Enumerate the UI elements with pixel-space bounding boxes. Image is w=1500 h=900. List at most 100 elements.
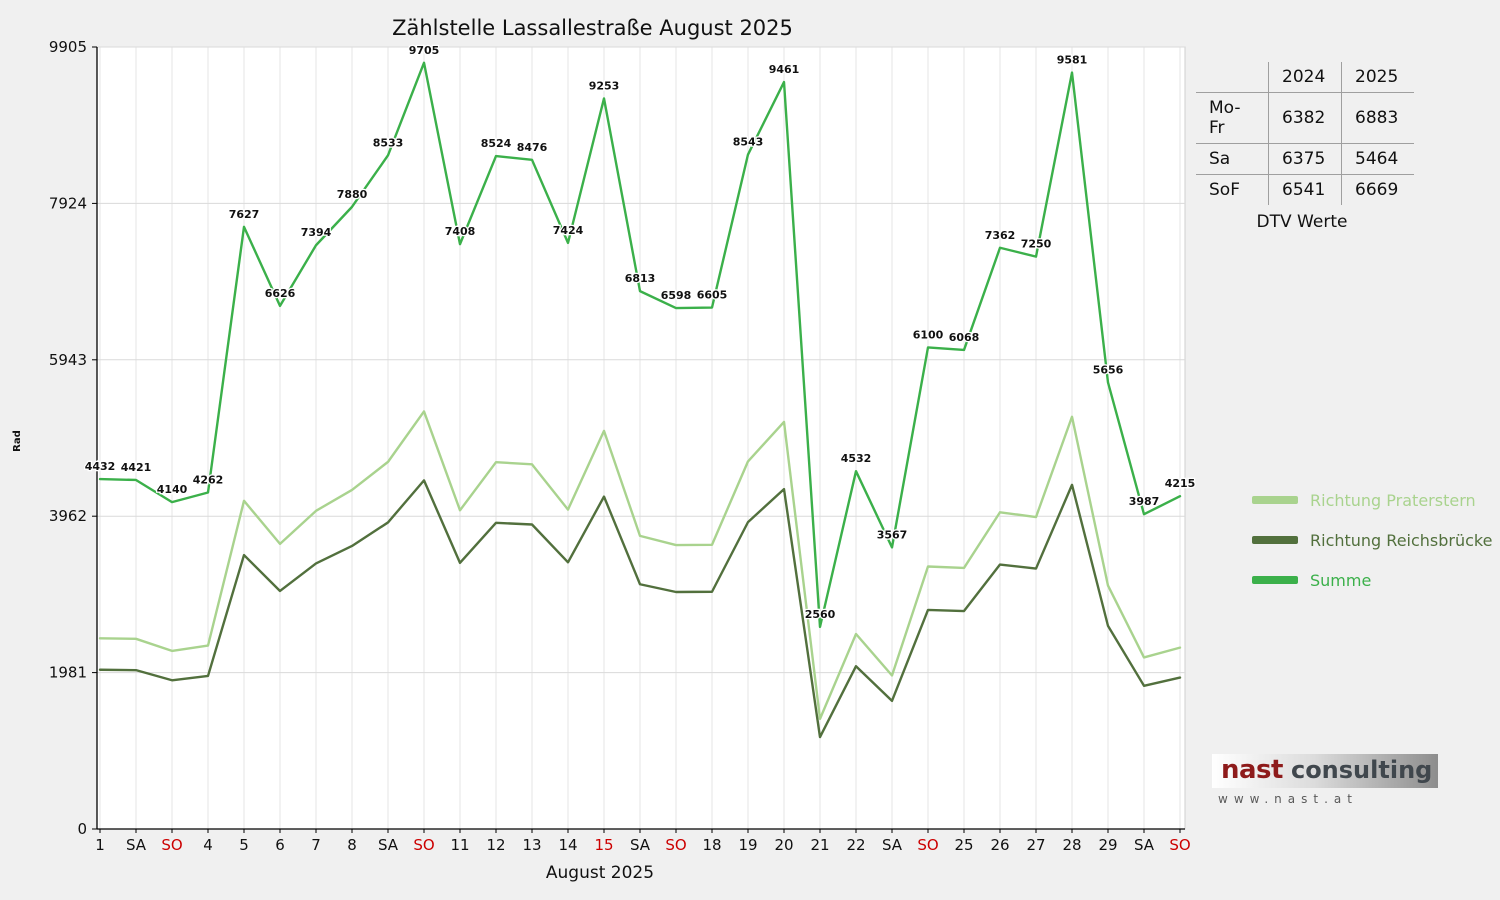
data-label: 4532 (841, 452, 872, 465)
legend-swatch-reichsbruecke (1252, 536, 1298, 544)
x-tick-label: SA (1134, 836, 1155, 854)
table-row: Mo-Fr 6382 6883 (1195, 92, 1415, 144)
x-tick-label: 12 (486, 836, 505, 854)
plot-area (96, 46, 1186, 830)
x-tick-label: SA (378, 836, 399, 854)
x-tick-label: 15 (594, 836, 613, 854)
table-header-2025: 2025 (1341, 61, 1415, 93)
data-label: 3567 (877, 528, 908, 541)
x-tick-label: 11 (450, 836, 469, 854)
row-label: Sa (1195, 143, 1269, 175)
legend-label: Summe (1310, 570, 1372, 590)
data-label: 6598 (661, 289, 692, 302)
table-row: Sa 6375 5464 (1195, 143, 1415, 175)
x-tick-label: 14 (558, 836, 577, 854)
data-label: 2560 (805, 608, 836, 621)
legend-item-reichsbruecke: Richtung Reichsbrücke (1252, 530, 1493, 550)
x-tick-label: 25 (954, 836, 973, 854)
x-tick-label: SA (630, 836, 651, 854)
x-tick-label: 13 (522, 836, 541, 854)
legend-label: Richtung Reichsbrücke (1310, 530, 1493, 550)
value-sof-2024: 6541 (1268, 174, 1342, 206)
table-header-empty (1195, 61, 1269, 93)
series-line-summe (98, 61, 1182, 629)
x-tick-label: 28 (1062, 836, 1081, 854)
dtv-table-box: 2024 2025 Mo-Fr 6382 6883 Sa 6375 5464 S… (1195, 61, 1415, 232)
logo-url: www.nast.at (1218, 792, 1358, 806)
x-tick-label: 27 (1026, 836, 1045, 854)
data-label: 7424 (553, 224, 584, 237)
x-tick-label: 4 (203, 836, 213, 854)
table-row: SoF 6541 6669 (1195, 174, 1415, 206)
legend-item-summe: Summe (1252, 570, 1492, 590)
nast-consulting-logo: nast consulting www.nast.at (1212, 754, 1438, 806)
row-label: Mo-Fr (1195, 92, 1269, 144)
series-line-richtung-reichsbr-cke (98, 479, 1182, 739)
dtv-table: 2024 2025 Mo-Fr 6382 6883 Sa 6375 5464 S… (1195, 61, 1415, 206)
x-tick-label: 6 (275, 836, 285, 854)
legend: Richtung Praterstern Richtung Reichsbrüc… (1252, 490, 1493, 590)
data-label: 7250 (1021, 238, 1052, 251)
legend-swatch-summe (1252, 576, 1298, 584)
data-label: 4215 (1165, 477, 1196, 490)
data-label: 8533 (373, 136, 404, 149)
data-label: 3987 (1129, 495, 1160, 508)
x-tick-label: 19 (738, 836, 757, 854)
data-label: 8524 (481, 137, 512, 150)
x-tick-label: SA (126, 836, 147, 854)
legend-swatch-praterstern (1252, 496, 1298, 504)
x-tick-label: 7 (311, 836, 321, 854)
value-sof-2025: 6669 (1341, 174, 1415, 206)
x-tick-label: 21 (810, 836, 829, 854)
data-label: 8476 (517, 141, 548, 154)
x-tick-label: 22 (846, 836, 865, 854)
data-label: 9705 (409, 44, 440, 57)
series-line-richtung-praterstern (98, 410, 1182, 721)
data-label: 6100 (913, 328, 944, 341)
x-tick-label: SO (917, 836, 938, 854)
dtv-caption: DTV Werte (1256, 212, 1348, 232)
value-mofr-2025: 6883 (1341, 92, 1415, 144)
data-label: 6068 (949, 331, 980, 344)
x-tick-label: 18 (702, 836, 721, 854)
x-tick-label: SO (1169, 836, 1190, 854)
value-sa-2024: 6375 (1268, 143, 1342, 175)
data-label: 6813 (625, 272, 656, 285)
data-label: 9461 (769, 63, 800, 76)
x-tick-label: SO (413, 836, 434, 854)
table-header-row: 2024 2025 (1195, 61, 1415, 93)
logo-brand-primary: nast (1221, 755, 1283, 785)
logo-brand-secondary: consulting (1290, 756, 1433, 784)
chart-title: Zählstelle Lassallestraße August 2025 (392, 16, 793, 40)
x-tick-label: 20 (774, 836, 793, 854)
logo-band: nast consulting (1212, 754, 1438, 788)
data-label: 9581 (1057, 54, 1088, 67)
x-tick-label: 5 (239, 836, 249, 854)
data-label: 4432 (85, 460, 116, 473)
y-axis-title: Rad (12, 430, 23, 452)
table-header-2024: 2024 (1268, 61, 1342, 93)
value-mofr-2024: 6382 (1268, 92, 1342, 144)
data-label: 7362 (985, 229, 1016, 242)
y-tick-label: 0 (77, 820, 87, 838)
x-tick-label: SA (882, 836, 903, 854)
x-tick-label: SO (665, 836, 686, 854)
legend-item-praterstern: Richtung Praterstern (1252, 490, 1492, 510)
x-axis-title: August 2025 (546, 863, 654, 883)
x-tick-label: 1 (95, 836, 105, 854)
data-label: 7394 (301, 226, 332, 239)
data-label: 7880 (337, 188, 368, 201)
data-label: 8543 (733, 136, 764, 149)
data-label: 4421 (121, 461, 152, 474)
data-label: 9253 (589, 79, 620, 92)
legend-label: Richtung Praterstern (1310, 490, 1476, 510)
data-label: 6626 (265, 287, 296, 300)
data-label: 6605 (697, 289, 728, 302)
y-tick-label: 1981 (49, 664, 87, 682)
x-tick-label: 26 (990, 836, 1009, 854)
row-label: SoF (1195, 174, 1269, 206)
data-label: 7627 (229, 208, 260, 221)
value-sa-2025: 5464 (1341, 143, 1415, 175)
